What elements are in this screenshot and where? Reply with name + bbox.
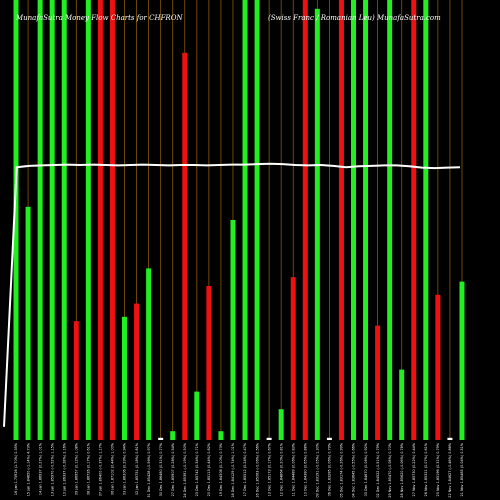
x-tick-label: 03 Jan 1.86306 (0.29%) 0.94% xyxy=(123,442,127,495)
x-tick-label: 16 Dec 1.85063 (-0.06%) 0.56% xyxy=(255,442,259,497)
bar xyxy=(290,277,296,440)
bar xyxy=(351,0,356,440)
x-tick-label: 04 Dec 1.83645 (-0.55%) 0.66% xyxy=(352,442,356,497)
x-tick-label: 10 Jan 1.86337 (-0.28%) 2.16% xyxy=(62,442,66,496)
bar xyxy=(387,0,393,440)
bar xyxy=(170,431,176,440)
x-tick-label: 26 Nov 1.85321 (0.07%) 0.61% xyxy=(424,442,428,496)
x-tick-label: 22 Nov 1.84627 (-0.46%) 0.86% xyxy=(448,442,452,497)
chart-subtitle: (Swiss Franc / Romanian Leu) MunafaSutra… xyxy=(268,14,441,22)
bar xyxy=(97,0,103,440)
bar xyxy=(447,437,453,440)
bar xyxy=(411,0,417,440)
bar xyxy=(314,8,320,441)
x-tick-label: 15 Jan 1.84850 (-1.14%) 4.73% xyxy=(26,442,30,496)
bars-group xyxy=(13,0,465,441)
bar xyxy=(399,369,405,440)
x-tick-label: 29 Nov 1.85470 (-0.08%) 0.70% xyxy=(388,442,392,497)
bar xyxy=(146,268,152,440)
x-tick-label: 08 Jan 1.86726 (0.17%) 0.61% xyxy=(87,442,91,495)
bar xyxy=(338,0,344,440)
x-tick-label: 14 Jan 1.86937 (0.27%) 1.01% xyxy=(38,442,42,495)
chart-title: MunafaSutra Money Flow Charts for CHFRON xyxy=(15,14,183,22)
bar xyxy=(435,294,441,440)
bar xyxy=(182,52,188,441)
x-tick-label: 10 Dec 1.84380 (0.65%) 0.88% xyxy=(303,442,307,496)
x-tick-label: 13 Jan 1.85970 (-0.52%) 1.15% xyxy=(50,442,54,496)
bar xyxy=(266,437,272,440)
bar xyxy=(85,0,91,440)
x-tick-label: 30 Dec 1.86480 (0.31%) 0.77% xyxy=(159,442,163,496)
bar xyxy=(206,286,212,440)
x-tick-label: 09 Dec 1.83191 (-0.05%) 1.30% xyxy=(316,442,320,497)
bar xyxy=(459,281,465,440)
bar xyxy=(363,0,369,440)
x-tick-label: 07 Jan 1.86400 (-0.37%) 1.17% xyxy=(99,442,103,496)
bar xyxy=(194,391,200,440)
bar xyxy=(326,437,332,440)
x-tick-label: 31 Dec 1.85428 (-0.56%) 0.97% xyxy=(147,442,151,497)
x-tick-label: 21 Nov 1.85485 (0.04%) 0.51% xyxy=(460,442,464,496)
x-tick-label: 13 Dec 1.85173 (0.17%) 0.67% xyxy=(267,442,271,496)
x-tick-label: 03 Dec 1.84670 (0.08%) 0.92% xyxy=(364,442,368,496)
bar xyxy=(242,0,248,440)
x-tick-label: 09 Jan 1.86957 (0.12%) 1.08% xyxy=(74,442,78,495)
x-tick-label: 27 Nov 1.85730 (0.22%) 0.44% xyxy=(412,442,416,496)
average-line xyxy=(3,162,461,427)
x-tick-label: 12 Dec 1.84864 (0.20%) 0.81% xyxy=(279,442,283,496)
x-tick-label: 06 Jan 1.87102 (0.44%) 1.00% xyxy=(111,442,115,495)
bar xyxy=(73,321,79,440)
x-tick-label: 28 Nov 1.85620 (-0.06%) 0.78% xyxy=(400,442,404,497)
bar xyxy=(61,0,67,440)
x-tick-label: 06 Dec 1.83285 (0.06%) 0.79% xyxy=(328,442,332,496)
bar xyxy=(278,409,284,440)
x-tick-labels: 16 Jan 1.75926 (1.70%) 0.35% 15 Jan 1.848… xyxy=(14,442,464,497)
x-tick-label: 16 Jan 1.75926 (1.70%) 0.35% xyxy=(14,442,18,495)
x-tick-label: 25 Nov 1.85196 (0.31%) 0.79% xyxy=(436,442,440,496)
x-tick-label: 19 Dec 1.84308 (0.10%) 0.73% xyxy=(219,442,223,496)
x-tick-label: 23 Dec 1.85742 (0.34%) 0.71% xyxy=(195,442,199,496)
bar xyxy=(230,220,236,440)
x-tick-label: 02 Dec 1.84522 (-0.51%) 0.79% xyxy=(376,442,380,497)
bar xyxy=(218,431,224,440)
bar xyxy=(122,316,127,440)
x-tick-label: 20 Dec 1.85113 (0.44%) 0.82% xyxy=(207,442,211,496)
x-tick-label: 02 Jan 1.85751 (0.18%) 0.81% xyxy=(135,442,139,495)
bar xyxy=(13,0,19,440)
bar xyxy=(254,0,260,440)
bar xyxy=(423,0,429,440)
bar xyxy=(134,303,140,440)
x-tick-label: 18 Dec 1.84129 (-0.74%) 1.01% xyxy=(231,442,235,497)
bar xyxy=(158,437,164,440)
bar xyxy=(109,0,115,440)
x-tick-label: 24 Dec 1.85391 (-0.19%) 0.50% xyxy=(183,442,187,497)
bar xyxy=(37,0,43,440)
x-tick-label: 11 Dec 1.84489 (0.06%) 0.83% xyxy=(291,442,295,496)
x-tick-label: 05 Dec 1.83174 (-0.26%) 0.99% xyxy=(340,442,344,497)
bar xyxy=(375,325,381,440)
bar xyxy=(49,0,55,440)
x-tick-label: 27 Dec 1.85907 (0.28%) 0.54% xyxy=(171,442,175,496)
bar xyxy=(302,0,308,440)
x-tick-label: 17 Dec 1.85512 (0.24%) 0.47% xyxy=(243,442,247,496)
bar xyxy=(25,206,31,440)
